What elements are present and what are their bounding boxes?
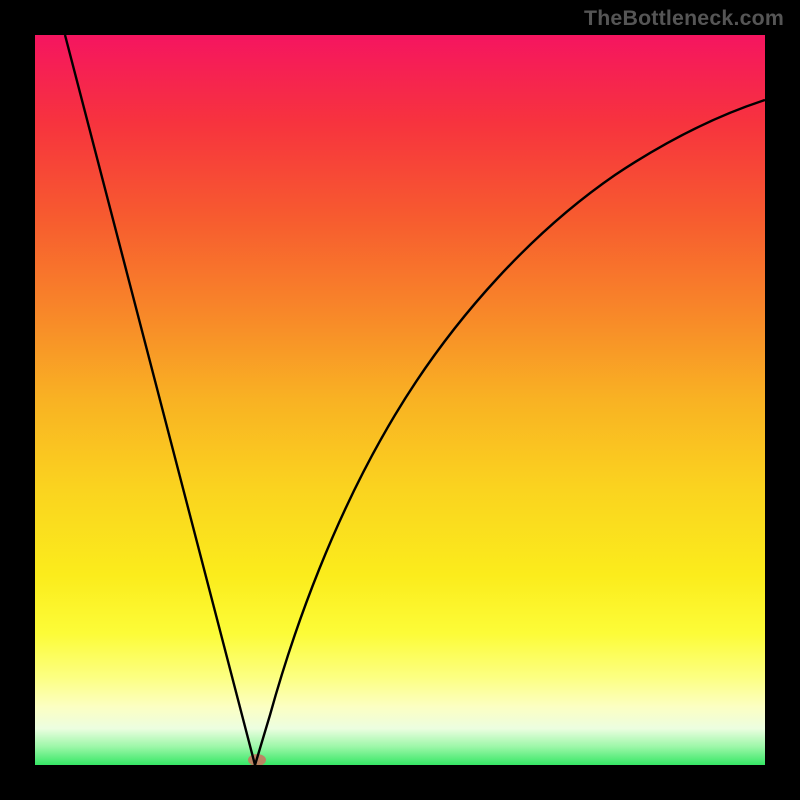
plot-area xyxy=(35,35,765,765)
curve-right-branch xyxy=(255,100,765,765)
curve-left-branch xyxy=(65,35,255,765)
watermark-text: TheBottleneck.com xyxy=(584,6,784,31)
chart-frame: TheBottleneck.com xyxy=(0,0,800,800)
curve-layer xyxy=(35,35,765,765)
